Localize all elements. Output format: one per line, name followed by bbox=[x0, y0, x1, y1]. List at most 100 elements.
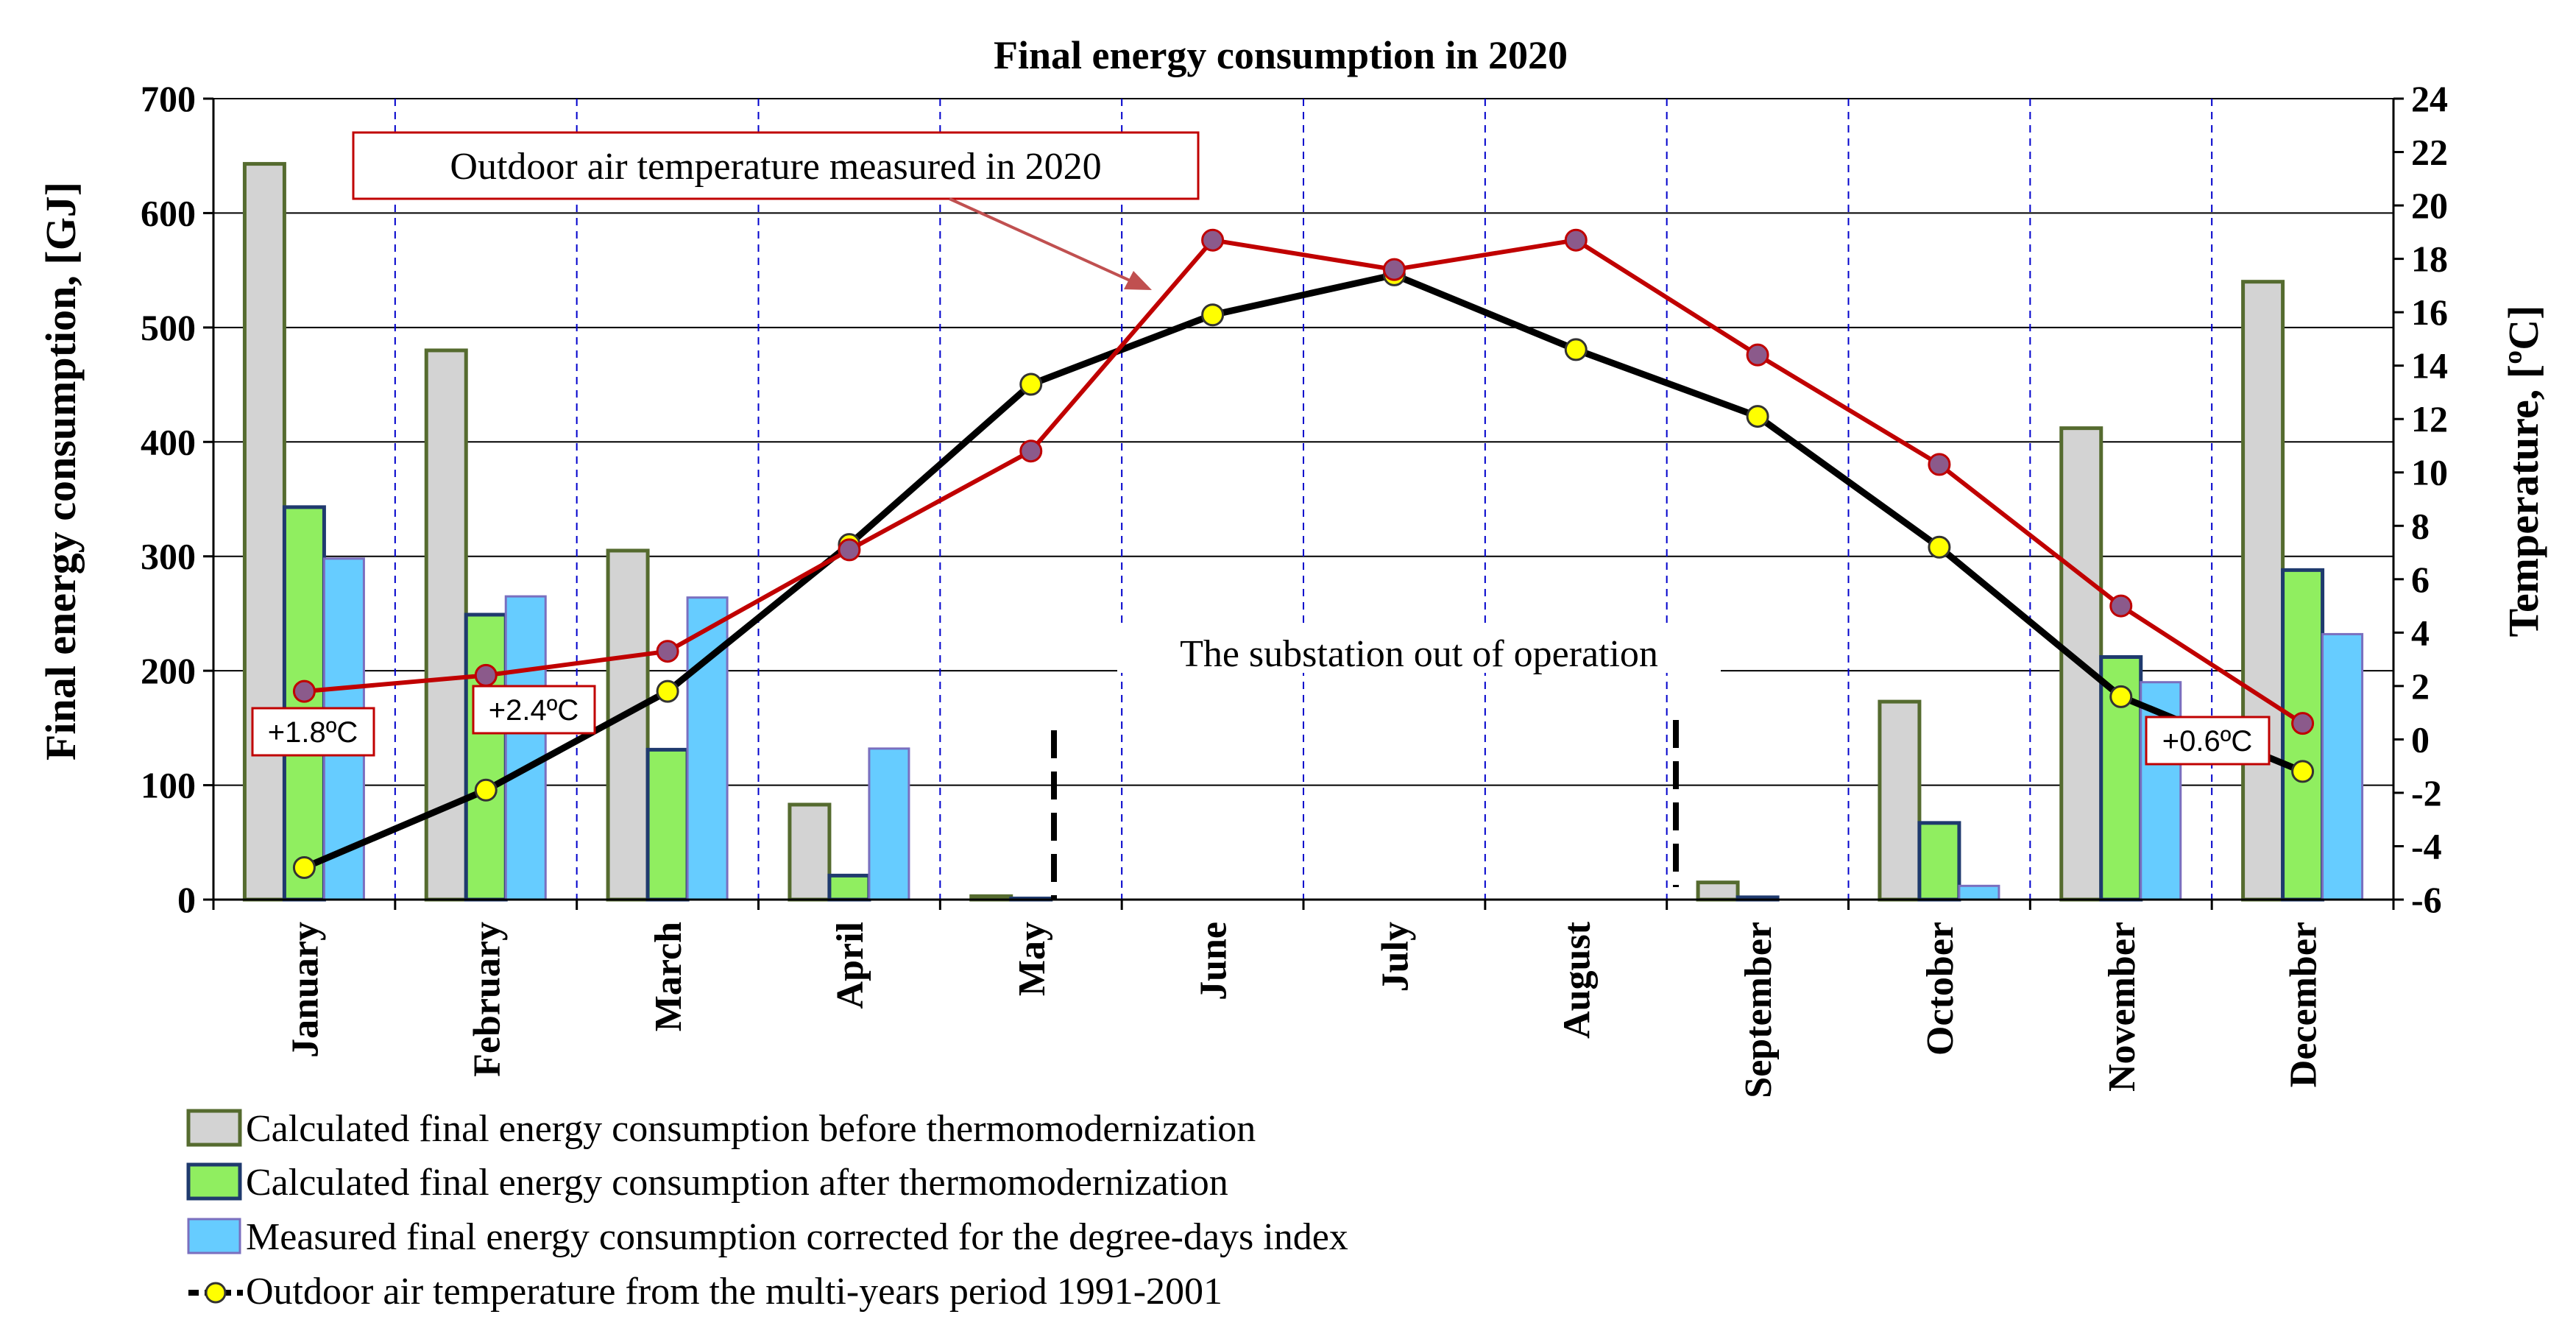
bar-1-march bbox=[606, 548, 650, 902]
point-multiyear-june bbox=[1201, 303, 1225, 327]
point-measured-june bbox=[1201, 228, 1225, 252]
y2-tick-label: 12 bbox=[2411, 398, 2448, 439]
point-multiyear-march bbox=[656, 679, 679, 703]
bar-3-april bbox=[868, 747, 910, 901]
point-measured-december bbox=[2291, 712, 2315, 735]
dec-temp-label-box bbox=[2145, 716, 2271, 766]
point-measured-may bbox=[1019, 439, 1043, 463]
x-tick-label-december: December bbox=[2283, 922, 2325, 1087]
y-tick-label: 700 bbox=[141, 78, 196, 119]
y2-tick-label: 18 bbox=[2411, 239, 2448, 280]
point-multiyear-february bbox=[474, 778, 498, 802]
y-tick-label: 200 bbox=[141, 650, 196, 691]
axes-layer: 0100200300400500600700-6-4-2024681012141… bbox=[141, 78, 2448, 1098]
x-tick-label-march: March bbox=[648, 922, 690, 1031]
bar-3-february bbox=[504, 595, 547, 901]
substation-label-bg bbox=[1117, 627, 1721, 673]
line-multiyear-temperature bbox=[302, 271, 2304, 871]
y2-tick-label: 24 bbox=[2411, 78, 2448, 119]
y2-tick-label: 22 bbox=[2411, 132, 2448, 173]
bar-1-october bbox=[1878, 699, 1922, 902]
bar-2-january bbox=[282, 505, 326, 902]
point-measured-november bbox=[2109, 594, 2133, 618]
bar-2-december bbox=[2281, 568, 2325, 902]
x-tick-label-september: September bbox=[1738, 922, 1780, 1098]
legend-label-before: Calculated final energy consumption befo… bbox=[246, 1108, 1256, 1150]
x-tick-label-november: November bbox=[2101, 922, 2143, 1092]
point-multiyear-november bbox=[2109, 685, 2133, 708]
grid-lines bbox=[213, 98, 2393, 900]
legend-swatch-before bbox=[186, 1109, 242, 1147]
legend-label-after: Calculated final energy consumption afte… bbox=[246, 1162, 1228, 1204]
jan-temp-label-box bbox=[251, 707, 375, 757]
y2-tick-label: 0 bbox=[2411, 719, 2430, 760]
y2-tick-label: 2 bbox=[2411, 666, 2430, 707]
x-tick-label-july: July bbox=[1374, 922, 1416, 992]
x-tick-label-october: October bbox=[1919, 922, 1961, 1056]
bar-1-december bbox=[2241, 280, 2285, 902]
y-axis-label: Final energy consumption, [GJ] bbox=[37, 182, 85, 760]
callout-arrowhead bbox=[1124, 271, 1152, 290]
chart-title: Final energy consumption in 2020 bbox=[994, 33, 1568, 77]
legend: Calculated final energy consumption befo… bbox=[186, 1108, 1348, 1313]
y-tick-label: 0 bbox=[177, 879, 196, 920]
bar-1-february bbox=[424, 348, 468, 902]
point-multiyear-december bbox=[2291, 760, 2315, 783]
bar-3-december bbox=[2321, 632, 2364, 901]
y-tick-label: 100 bbox=[141, 765, 196, 806]
y2-tick-label: 8 bbox=[2411, 505, 2430, 546]
jan-temp-label: +1.8ºC bbox=[268, 716, 358, 749]
x-tick-label-may: May bbox=[1011, 922, 1053, 996]
point-multiyear-august bbox=[1564, 338, 1588, 361]
bar-1-september bbox=[1696, 880, 1740, 902]
legend-label-multiyear: Outdoor air temperature from the multi-y… bbox=[246, 1271, 1222, 1313]
bar-3-march bbox=[686, 596, 729, 901]
point-measured-july bbox=[1382, 258, 1406, 281]
dec-temp-label: +0.6ºC bbox=[2162, 725, 2252, 758]
point-measured-september bbox=[1746, 343, 1769, 367]
lines-layer bbox=[292, 228, 2315, 879]
point-multiyear-september bbox=[1746, 405, 1769, 428]
callout-arrow bbox=[949, 197, 1145, 289]
line-measured-temperature bbox=[304, 238, 2304, 726]
point-measured-april bbox=[838, 538, 861, 562]
point-measured-march bbox=[656, 640, 679, 663]
bar-2-october bbox=[1917, 821, 1961, 902]
x-tick-label-january: January bbox=[284, 922, 326, 1058]
legend-swatch-measured bbox=[187, 1218, 241, 1254]
y-tick-label: 400 bbox=[141, 421, 196, 462]
point-multiyear-january bbox=[292, 855, 316, 879]
point-measured-january bbox=[292, 679, 316, 703]
y2-tick-label: 16 bbox=[2411, 292, 2448, 333]
measured-callout-box bbox=[352, 131, 1200, 200]
point-multiyear-october bbox=[1928, 535, 1951, 559]
legend-swatch-after bbox=[186, 1162, 242, 1201]
feb-temp-label: +2.4ºC bbox=[489, 694, 578, 727]
bars-layer bbox=[242, 162, 2364, 902]
bar-1-april bbox=[788, 802, 832, 902]
legend-label-measured: Measured final energy consumption correc… bbox=[246, 1216, 1348, 1258]
point-measured-october bbox=[1928, 453, 1951, 476]
x-tick-label-august: August bbox=[1556, 921, 1598, 1039]
y2-tick-label: -6 bbox=[2411, 879, 2442, 920]
legend-marker-multiyear bbox=[205, 1282, 227, 1304]
bar-2-february bbox=[464, 612, 508, 902]
substation-label: The substation out of operation bbox=[1180, 633, 1658, 675]
point-measured-august bbox=[1564, 228, 1588, 252]
y-tick-label: 500 bbox=[141, 307, 196, 348]
bar-2-march bbox=[645, 747, 690, 902]
measured-callout-text: Outdoor air temperature measured in 2020 bbox=[450, 146, 1101, 188]
y2-tick-label: 4 bbox=[2411, 612, 2430, 653]
x-tick-label-june: June bbox=[1193, 922, 1235, 1000]
feb-temp-label-box bbox=[472, 685, 596, 735]
x-tick-label-february: February bbox=[466, 922, 508, 1077]
y2-tick-label: 20 bbox=[2411, 185, 2448, 226]
y2-tick-label: 14 bbox=[2411, 345, 2448, 386]
y2-axis-label: Temperature, [ºC] bbox=[2499, 306, 2547, 638]
bar-3-october bbox=[1958, 884, 2000, 901]
y-tick-label: 600 bbox=[141, 192, 196, 233]
y2-tick-label: 6 bbox=[2411, 559, 2430, 600]
y-tick-label: 300 bbox=[141, 536, 196, 577]
y2-tick-label: -4 bbox=[2411, 825, 2442, 866]
